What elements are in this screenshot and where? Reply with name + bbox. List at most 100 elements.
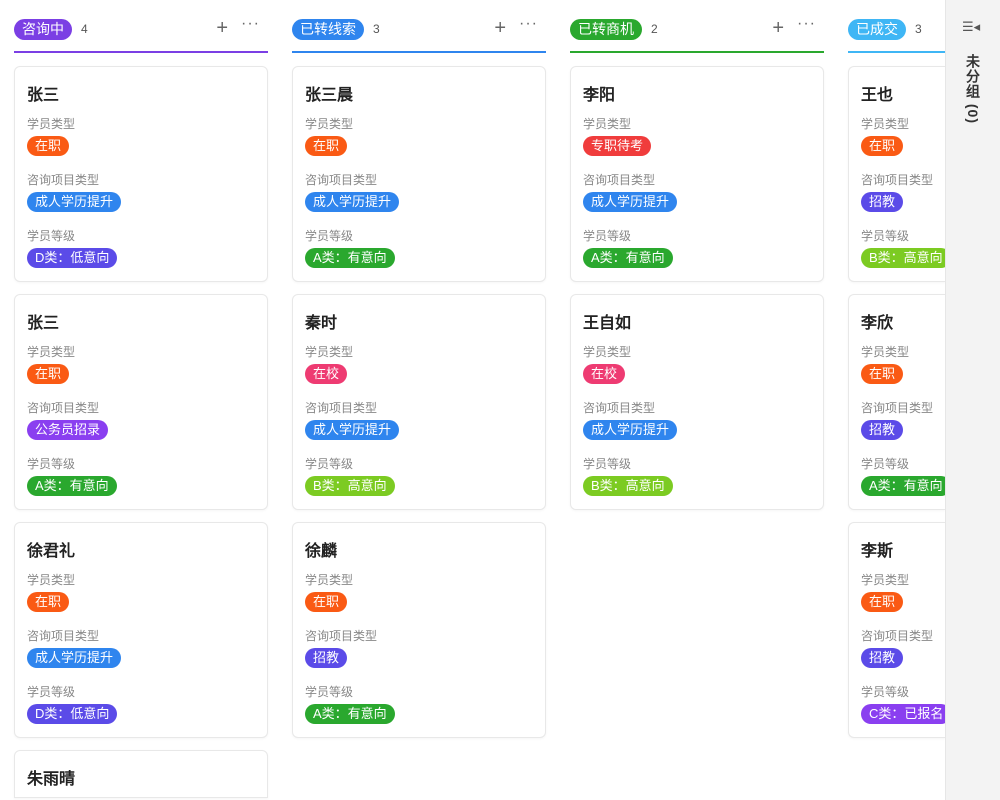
- field-tag: 在职: [27, 136, 70, 156]
- field-label: 学员等级: [305, 229, 354, 243]
- card-name: 王自如: [583, 315, 632, 332]
- more-icon[interactable]: ···: [241, 15, 260, 32]
- card-name: 王也: [861, 87, 894, 104]
- field-label: 学员等级: [305, 685, 354, 699]
- field-tag: B类：高意向: [305, 476, 395, 496]
- field-label: 学员类型: [305, 117, 354, 131]
- field-tag: 成人学历提升: [27, 648, 122, 668]
- field-label: 学员等级: [861, 229, 910, 243]
- field-label: 咨询项目类型: [27, 173, 100, 187]
- field-tag: A类：有意向: [861, 476, 945, 496]
- lead-card[interactable]: 张三学员类型在职咨询项目类型公务员招录学员等级 A类：有意向: [14, 294, 268, 510]
- field-label: 学员等级: [861, 457, 910, 471]
- card-name: 张三: [27, 315, 60, 332]
- column-title-badge: 已转商机: [570, 18, 642, 40]
- column-header: 已转线索 3 + ···: [292, 15, 546, 41]
- field-label: 学员等级: [583, 457, 632, 471]
- add-icon[interactable]: +: [494, 17, 506, 39]
- column-count: 3: [915, 22, 922, 36]
- add-icon[interactable]: +: [772, 17, 784, 39]
- field-label: 咨询项目类型: [861, 629, 934, 643]
- card-name: 徐麟: [305, 543, 338, 560]
- card-name: 李欣: [861, 315, 894, 332]
- field-tag: 在职: [305, 136, 348, 156]
- field-tag: 招教: [861, 420, 904, 440]
- field-label: 学员类型: [861, 573, 910, 587]
- lead-card[interactable]: 秦时 学员类型 在校 咨询项目类型 成人学历提升 学员等级 B类：高意向: [292, 294, 546, 510]
- field-tag: C类：已报名: [861, 704, 945, 724]
- field-tag: 招教: [861, 648, 904, 668]
- card-name: 张三: [27, 87, 60, 104]
- lead-card[interactable]: 张三晨 学员类型 在职 咨询项目类型 成人学历提升 学员等级 A类：有意向: [292, 66, 546, 282]
- lead-card[interactable]: 李斯学员类型在职咨询项目类型招教学员等级 C类：已报名: [848, 522, 945, 738]
- field-label: 咨询项目类型: [305, 629, 378, 643]
- field-label: 学员类型: [583, 345, 632, 359]
- field-tag: B类：高意向: [861, 248, 945, 268]
- collapse-list-icon[interactable]: ☰◂: [962, 19, 981, 34]
- column-title-badge: 已转线索: [292, 18, 364, 40]
- column-title-badge: 已成交: [848, 18, 906, 40]
- field-tag: 在职: [27, 364, 70, 384]
- lead-card[interactable]: 徐麟 学员类型 在职 咨询项目类型 招教 学员等级 A类：有意向: [292, 522, 546, 738]
- column-count: 2: [651, 22, 658, 36]
- field-tag: 成人学历提升: [27, 192, 122, 212]
- lead-card[interactable]: 李欣 学员类型 在职 咨询项目类型 招教 学员等级 A类：有意向: [848, 294, 945, 510]
- more-icon[interactable]: ···: [519, 15, 538, 32]
- field-label: 学员等级: [27, 457, 76, 471]
- field-tag: 招教: [861, 192, 904, 212]
- field-label: 学员等级: [861, 685, 910, 699]
- field-tag: 公务员招录: [27, 420, 109, 440]
- field-tag: 在校: [583, 364, 626, 384]
- column-divider: [14, 51, 268, 53]
- field-label: 咨询项目类型: [583, 401, 656, 415]
- field-tag: A类：有意向: [27, 476, 117, 496]
- field-label: 学员类型: [27, 345, 76, 359]
- field-label: 学员类型: [861, 345, 910, 359]
- field-label: 咨询项目类型: [861, 173, 934, 187]
- field-label: 咨询项目类型: [305, 401, 378, 415]
- field-tag: 在职: [27, 592, 70, 612]
- column-divider: [292, 51, 546, 53]
- card-name: 朱雨晴: [27, 771, 76, 788]
- field-tag: 在职: [861, 364, 904, 384]
- card-name: 李阳: [583, 87, 616, 104]
- lead-card[interactable]: 王自如学员类型在校咨询项目类型成人学历提升学员等级 B类：高意向: [570, 294, 824, 510]
- lead-card[interactable]: 王也学员类型在职咨询项目类型招教学员等级 B类：高意向: [848, 66, 945, 282]
- field-label: 咨询项目类型: [27, 629, 100, 643]
- field-label: 学员类型: [861, 117, 910, 131]
- ungrouped-label: 未分组 (0): [965, 54, 981, 124]
- field-label: 学员类型: [27, 117, 76, 131]
- lead-card[interactable]: 朱雨晴: [14, 750, 268, 798]
- field-label: 学员类型: [305, 573, 354, 587]
- field-tag: A类：有意向: [305, 704, 395, 724]
- column-title-badge: 咨询中: [14, 18, 72, 40]
- more-icon[interactable]: ···: [797, 15, 816, 32]
- field-tag: 在校: [305, 364, 348, 384]
- field-tag: 成人学历提升: [583, 192, 678, 212]
- field-tag: 成人学历提升: [583, 420, 678, 440]
- add-icon[interactable]: +: [216, 17, 228, 39]
- field-tag: B类：高意向: [583, 476, 673, 496]
- column-divider: [570, 51, 824, 53]
- field-label: 学员类型: [583, 117, 632, 131]
- lead-card[interactable]: 徐君礼 学员类型 在职 咨询项目类型 成人学历提升 学员等级 D类：低意向: [14, 522, 268, 738]
- card-name: 秦时: [305, 315, 338, 332]
- field-tag: 在职: [861, 592, 904, 612]
- field-label: 学员类型: [27, 573, 76, 587]
- lead-card[interactable]: 张三 学员类型 在职 咨询项目类型 成人学历提升 学员等级 D类：低意向: [14, 66, 268, 282]
- card-name: 张三晨: [305, 87, 354, 104]
- field-label: 学员等级: [27, 685, 76, 699]
- field-tag: 在职: [861, 136, 904, 156]
- field-label: 咨询项目类型: [27, 401, 100, 415]
- field-tag: A类：有意向: [583, 248, 673, 268]
- field-label: 学员类型: [305, 345, 354, 359]
- field-tag: D类：低意向: [27, 248, 118, 268]
- column-header: 已转商机 2 + ···: [570, 15, 824, 41]
- column-divider: [848, 51, 945, 53]
- field-tag: 招教: [305, 648, 348, 668]
- lead-card[interactable]: 李阳 学员类型 专职待考 咨询项目类型 成人学历提升 学员等级 A类：有意向: [570, 66, 824, 282]
- field-label: 咨询项目类型: [583, 173, 656, 187]
- card-name: 李斯: [861, 543, 894, 560]
- card-name: 徐君礼: [27, 543, 76, 560]
- ungrouped-panel[interactable]: ☰◂ 未分组 (0): [945, 0, 1000, 800]
